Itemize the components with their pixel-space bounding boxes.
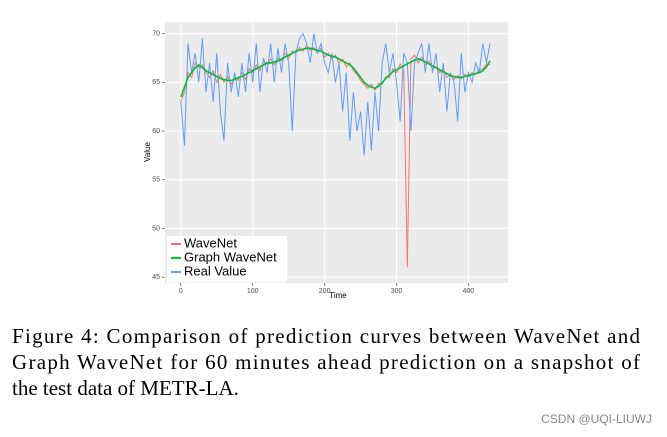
y-tick-label: 70 bbox=[152, 31, 160, 38]
legend-box bbox=[167, 236, 287, 282]
caption-line: Figure 4: Comparison of prediction curve… bbox=[12, 324, 641, 348]
series-line bbox=[180, 44, 491, 268]
y-tick-label: 60 bbox=[152, 128, 160, 135]
legend-label: WaveNet bbox=[184, 235, 237, 250]
x-tick-label: 300 bbox=[391, 288, 403, 295]
x-tick-label: 0 bbox=[179, 288, 183, 295]
y-axis-label: Value bbox=[143, 142, 152, 162]
y-tick-label: 55 bbox=[152, 177, 160, 184]
x-tick-label: 400 bbox=[463, 288, 475, 295]
x-axis-label: Time bbox=[329, 291, 347, 300]
x-tick-label: 100 bbox=[247, 288, 259, 295]
y-tick-label: 50 bbox=[152, 225, 160, 232]
caption-line: the test data of METR-LA. bbox=[12, 376, 239, 400]
series-line bbox=[180, 47, 491, 98]
y-tick-label: 45 bbox=[152, 274, 160, 281]
x-tick-label: 200 bbox=[319, 288, 331, 295]
legend-label: Real Value bbox=[184, 263, 247, 278]
caption-line: Graph WaveNet for 60 minutes ahead predi… bbox=[12, 350, 640, 374]
legend-label: Graph WaveNet bbox=[184, 249, 277, 264]
series-line bbox=[180, 32, 491, 156]
y-tick-label: 65 bbox=[152, 79, 160, 86]
watermark: CSDN @UQI-LIUWJ bbox=[541, 412, 652, 426]
